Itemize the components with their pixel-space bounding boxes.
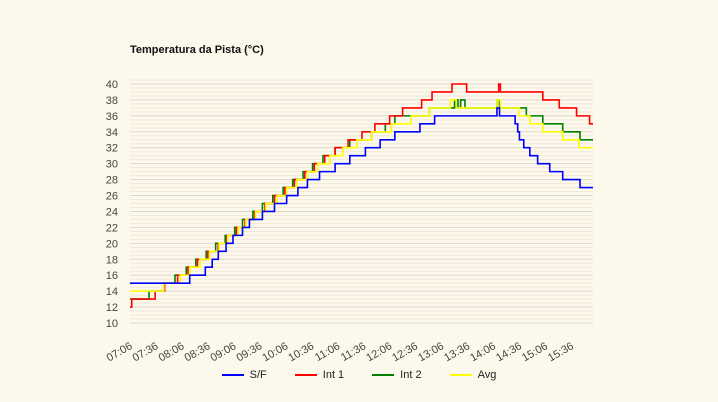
x-tick-label: 12:06	[364, 340, 394, 364]
y-tick-label: 18	[106, 254, 118, 266]
x-tick-label: 12:36	[390, 340, 420, 364]
x-tick-label: 09:36	[234, 340, 264, 364]
y-tick-label: 16	[106, 270, 118, 282]
legend-item[interactable]: S/F	[221, 369, 267, 381]
y-tick-label: 14	[106, 286, 118, 298]
x-tick-label: 08:06	[157, 340, 187, 364]
legend-label: Avg	[477, 369, 497, 381]
legend-label: Int 1	[322, 369, 345, 381]
series-line-int-1	[130, 83, 593, 308]
y-tick-label: 34	[106, 127, 118, 139]
legend-item[interactable]: Int 1	[294, 369, 345, 381]
x-tick-label: 09:06	[209, 340, 239, 364]
x-tick-label: 08:36	[183, 340, 213, 364]
x-tick-label: 14:06	[468, 340, 498, 364]
y-tick-label: 12	[106, 302, 118, 314]
y-tick-label: 22	[106, 222, 118, 234]
legend-swatch	[294, 374, 317, 376]
y-axis: 10 12 14 16 18 20 22 24 26 28 30 32 34 36 38 40	[106, 79, 118, 330]
legend-item[interactable]: Int 2	[372, 369, 422, 381]
x-tick-label: 10:06	[260, 340, 290, 364]
y-tick-label: 24	[106, 206, 118, 218]
x-axis: 07:0607:3608:0608:3609:0609:3610:0610:36…	[105, 340, 576, 364]
x-tick-label: 13:06	[416, 340, 446, 364]
legend-swatch	[372, 374, 395, 376]
legend-swatch	[221, 374, 244, 376]
gridlines	[130, 79, 593, 324]
x-tick-label: 14:36	[494, 340, 524, 364]
y-tick-label: 36	[106, 111, 118, 123]
legend-label: Int 2	[400, 369, 422, 381]
y-tick-label: 10	[106, 318, 118, 330]
x-tick-label: 15:06	[520, 340, 550, 364]
y-tick-label: 26	[106, 191, 118, 203]
x-tick-label: 10:36	[286, 340, 316, 364]
y-tick-label: 38	[106, 95, 118, 107]
x-tick-label: 11:06	[313, 340, 342, 364]
y-tick-label: 40	[106, 79, 118, 91]
legend-item[interactable]: Avg	[449, 369, 497, 381]
x-tick-label: 13:36	[442, 340, 472, 364]
y-tick-label: 20	[106, 238, 118, 250]
y-tick-label: 32	[106, 143, 118, 155]
legend-label: S/F	[249, 369, 267, 381]
series-line-s-f	[130, 107, 593, 284]
x-tick-label: 07:06	[105, 340, 135, 364]
legend: S/F Int 1 Int 2 Avg	[0, 369, 718, 381]
x-tick-label: 07:36	[131, 340, 161, 364]
series-lines	[130, 83, 593, 308]
chart-title: Temperatura da Pista (°C)	[130, 44, 264, 56]
x-tick-label: 11:36	[339, 340, 368, 364]
x-tick-label: 15:36	[546, 340, 576, 364]
y-tick-label: 28	[106, 175, 118, 187]
y-tick-label: 30	[106, 159, 118, 171]
legend-swatch	[449, 374, 472, 376]
